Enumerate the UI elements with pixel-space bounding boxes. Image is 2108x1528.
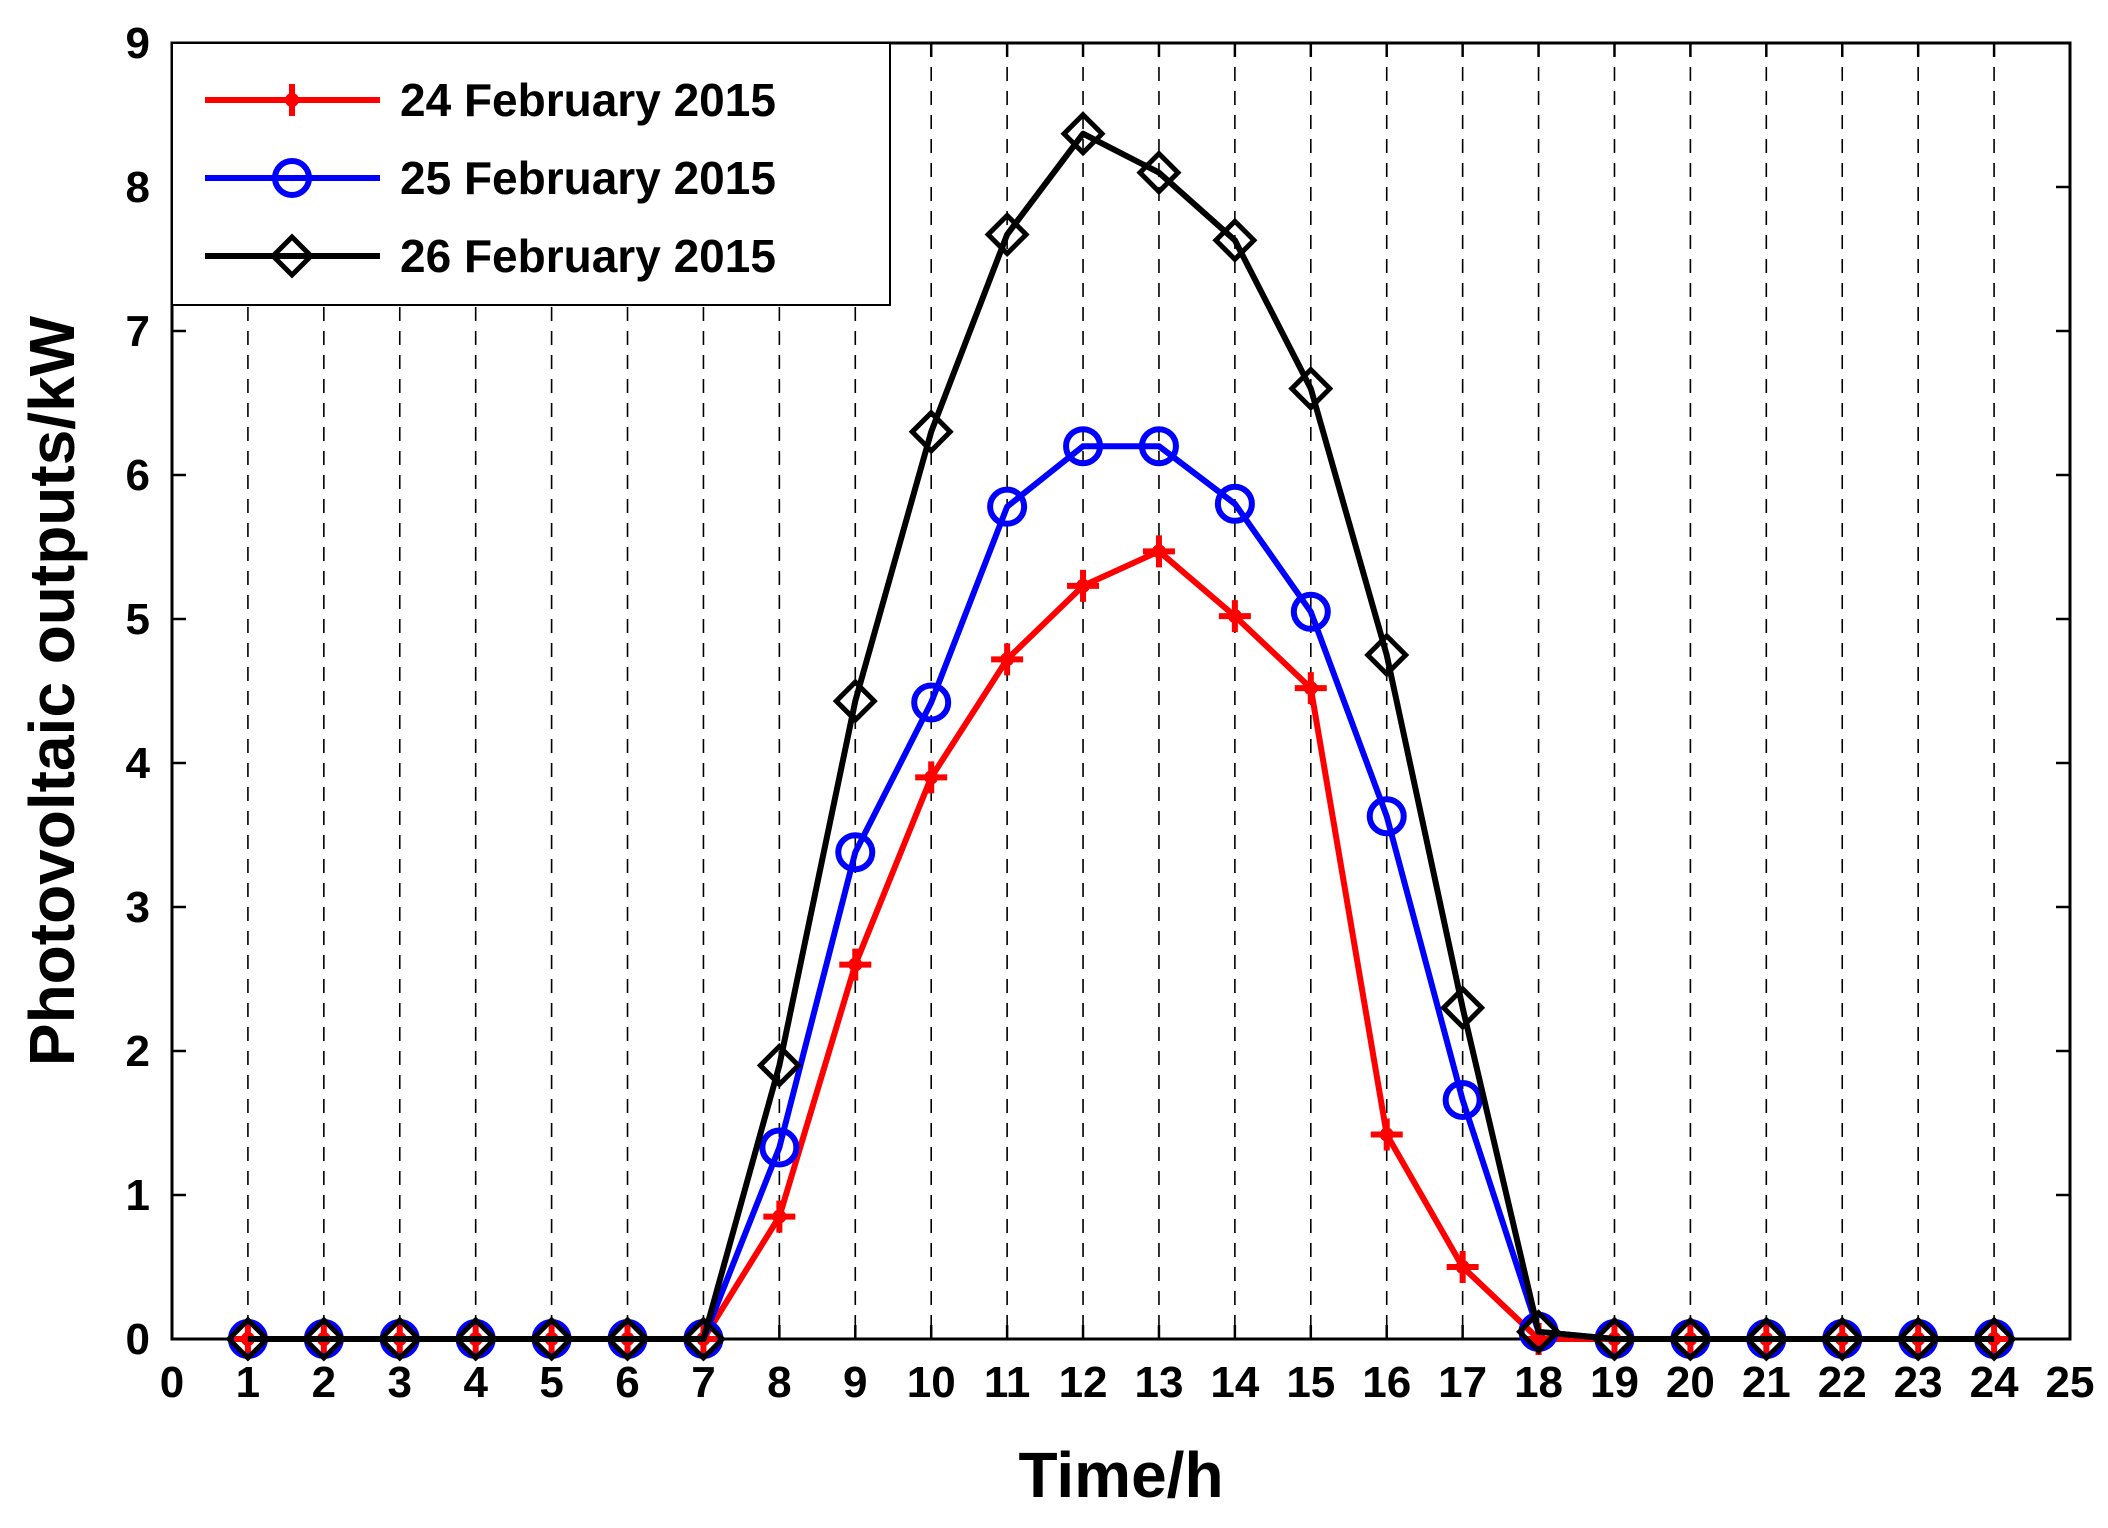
data-point-marker — [756, 1042, 802, 1088]
data-point-marker — [908, 409, 954, 455]
y-tick-label: 3 — [126, 883, 150, 932]
y-tick-label: 1 — [126, 1171, 150, 1220]
series-3 — [225, 111, 2017, 1362]
data-point-marker — [832, 678, 878, 724]
x-tick-label: 23 — [1894, 1358, 1943, 1407]
data-point-marker — [1370, 1118, 1403, 1151]
y-tick-label: 8 — [126, 163, 150, 212]
data-point-marker — [1743, 1316, 1789, 1362]
data-point-marker — [987, 486, 1028, 527]
x-tick-label: 19 — [1590, 1358, 1639, 1407]
x-tick-label: 9 — [843, 1358, 867, 1407]
data-point-marker — [763, 1200, 796, 1233]
x-tick-label: 20 — [1666, 1358, 1715, 1407]
y-tick-label: 6 — [126, 451, 150, 500]
data-point-marker — [915, 761, 948, 794]
series-line — [247, 130, 1995, 1342]
legend-swatch-marker — [272, 158, 312, 198]
data-point-marker — [1294, 672, 1327, 705]
x-tick-label: 12 — [1059, 1358, 1108, 1407]
x-tick-label: 8 — [767, 1358, 791, 1407]
x-tick-label: 10 — [907, 1358, 956, 1407]
data-point-marker — [1442, 1079, 1483, 1120]
x-tick-label: 14 — [1210, 1358, 1259, 1407]
legend-entries: 24 February 2015 25 February 2015 26 Febru… — [205, 74, 776, 282]
y-tick-label: 0 — [126, 1315, 150, 1364]
x-tick-label: 21 — [1742, 1358, 1791, 1407]
data-point-marker — [1218, 600, 1251, 633]
legend-swatch-marker — [276, 84, 308, 116]
x-tick-label: 11 — [984, 1358, 1031, 1407]
data-point-marker — [1290, 591, 1331, 632]
legend-label: 24 February 2015 — [400, 74, 776, 126]
x-tick-label: 7 — [691, 1358, 715, 1407]
data-point-marker — [680, 1316, 726, 1362]
data-point-marker — [1136, 150, 1182, 196]
data-point-marker — [835, 832, 876, 873]
data-point-marker — [1895, 1316, 1941, 1362]
y-tick-label: 7 — [126, 307, 150, 356]
data-point-marker — [1142, 535, 1175, 568]
y-tick-label: 2 — [126, 1027, 150, 1076]
data-point-marker — [1366, 796, 1407, 837]
x-tick-label: 24 — [1970, 1358, 2019, 1407]
x-tick-label: 18 — [1514, 1358, 1563, 1407]
plot-area-frame — [170, 41, 2072, 1341]
data-point-marker — [911, 682, 952, 723]
data-point-marker — [604, 1316, 651, 1362]
data-point-marker — [453, 1316, 499, 1362]
data-point-marker — [759, 1127, 800, 1168]
data-point-marker — [1063, 426, 1104, 467]
data-point-marker — [1212, 217, 1258, 263]
x-tick-label: 13 — [1134, 1358, 1183, 1407]
x-tick-label: 1 — [236, 1358, 260, 1407]
data-point-marker — [1440, 985, 1486, 1031]
y-tick-label: 9 — [126, 19, 150, 68]
y-tick-label: 5 — [126, 595, 150, 644]
data-point-marker — [1364, 632, 1410, 678]
data-point-marker — [1591, 1316, 1638, 1362]
legend-entry: 26 February 2015 — [205, 230, 776, 282]
axis-ticks: 0 1 2 3 4 5 6 7 8 9 10 11 12 13 14 15 16 17 18 19 20 21 22 23 24… — [126, 19, 2095, 1407]
x-tick-label: 0 — [160, 1358, 184, 1407]
data-point-marker — [377, 1316, 423, 1362]
data-point-marker — [1971, 1316, 2017, 1362]
x-tick-label: 3 — [388, 1358, 412, 1407]
data-point-marker — [1446, 1251, 1479, 1283]
data-point-marker — [984, 211, 1030, 258]
data-point-marker — [1516, 1309, 1562, 1355]
legend: 24 February 2015 25 February 2015 26 Febru… — [171, 42, 891, 306]
legend-label: 25 February 2015 — [400, 152, 776, 204]
x-tick-label: 22 — [1818, 1358, 1867, 1407]
x-tick-label: 17 — [1438, 1358, 1487, 1407]
x-tick-label: 4 — [463, 1358, 488, 1407]
data-point-marker — [991, 643, 1024, 676]
legend-entry: 25 February 2015 — [205, 152, 776, 204]
x-axis-label: Time/h — [1018, 1439, 1223, 1511]
legend-entry: 24 February 2015 — [205, 74, 776, 126]
x-tick-label: 5 — [539, 1358, 563, 1407]
data-point-marker — [1060, 111, 1106, 157]
data-point-marker — [1138, 426, 1179, 467]
data-point-marker — [225, 1316, 271, 1362]
x-tick-label: 2 — [312, 1358, 336, 1407]
data-point-marker — [1819, 1316, 1865, 1362]
data-point-marker — [1288, 366, 1334, 412]
x-tick-label: 25 — [2046, 1358, 2095, 1407]
x-tick-label: 16 — [1362, 1358, 1411, 1407]
data-point-marker — [301, 1316, 347, 1362]
data-point-marker — [529, 1316, 575, 1362]
legend-label: 26 February 2015 — [400, 230, 776, 282]
data-point-marker — [1667, 1316, 1713, 1362]
x-tick-label: 6 — [615, 1358, 639, 1407]
y-axis-label: Photovoltaic outputs/kW — [16, 315, 88, 1066]
data-point-marker — [1214, 483, 1255, 524]
data-point-marker — [1067, 569, 1100, 602]
x-tick-label: 15 — [1286, 1358, 1335, 1407]
data-series — [225, 111, 2017, 1362]
y-tick-label: 4 — [126, 739, 151, 788]
data-point-marker — [839, 948, 872, 981]
legend-swatch-marker — [269, 233, 315, 279]
